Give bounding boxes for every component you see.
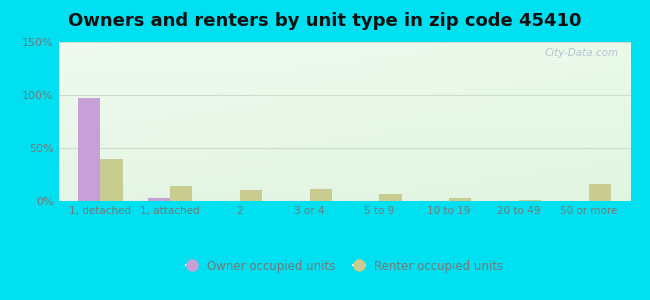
Bar	[100, 159, 123, 201]
Text: City-Data.com: City-Data.com	[545, 48, 619, 59]
Bar	[148, 198, 170, 201]
Bar	[380, 194, 402, 201]
Bar	[309, 189, 332, 201]
Bar	[240, 190, 262, 201]
Legend: Owner occupied units, Renter occupied units: Owner occupied units, Renter occupied un…	[181, 255, 508, 278]
Bar	[589, 184, 611, 201]
Bar	[449, 198, 471, 201]
Bar	[170, 186, 192, 201]
Text: Owners and renters by unit type in zip code 45410: Owners and renters by unit type in zip c…	[68, 12, 582, 30]
Bar	[78, 98, 100, 201]
Bar	[519, 200, 541, 201]
